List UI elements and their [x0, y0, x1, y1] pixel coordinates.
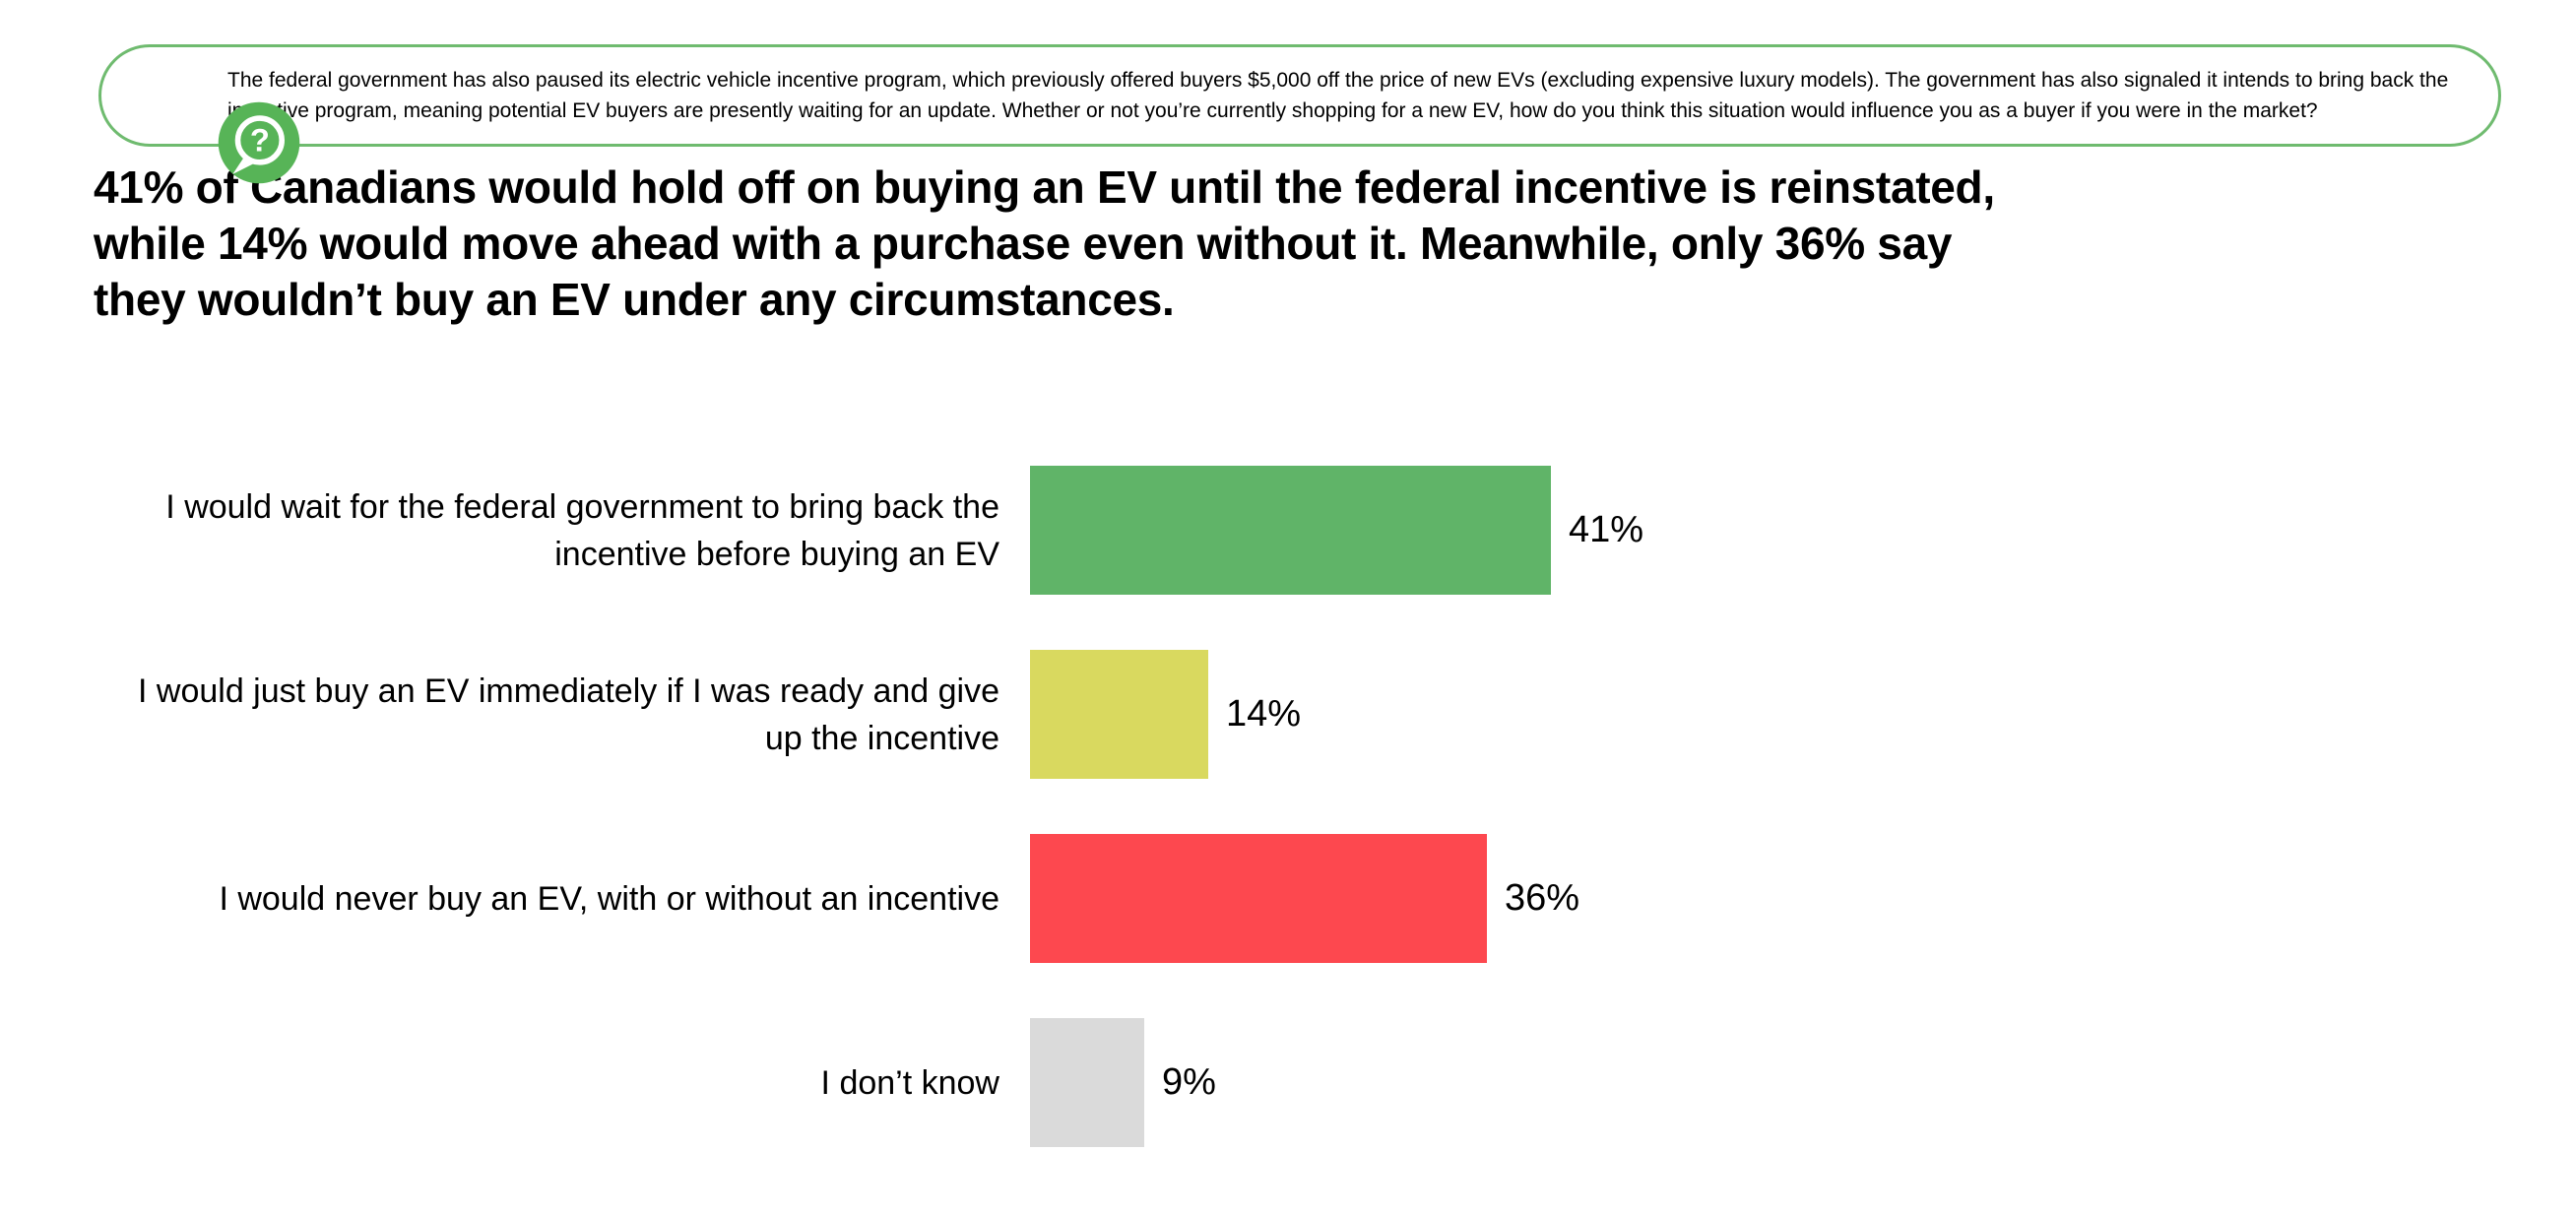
bar: [1030, 650, 1208, 779]
bar-value-label: 36%: [1505, 877, 1580, 919]
question-bubble-icon: ?: [218, 101, 300, 184]
bar: [1030, 834, 1487, 963]
question-box: ? The federal government has also paused…: [98, 44, 2501, 184]
bar-value-label: 41%: [1569, 509, 1644, 550]
svg-text:?: ?: [250, 122, 270, 159]
page-title: 41% of Canadians would hold off on buyin…: [94, 161, 1995, 325]
bar-track: 41%: [1030, 466, 1643, 595]
chart-row: I would wait for the federal government …: [0, 466, 2576, 595]
bar-label: I would never buy an EV, with or without…: [219, 879, 999, 918]
bar-value-label: 14%: [1226, 693, 1302, 735]
bar-track: 9%: [1030, 1018, 1216, 1147]
icon-circle: [218, 101, 300, 184]
bar-track: 14%: [1030, 650, 1301, 779]
bar-track: 36%: [1030, 834, 1579, 963]
chart-row: I would never buy an EV, with or without…: [0, 834, 2576, 963]
bar-value-label: 9%: [1162, 1061, 1216, 1103]
bar: [1030, 1018, 1144, 1147]
question-text: The federal government has also paused i…: [227, 69, 2449, 122]
chart-row: I don’t know 9%: [0, 1018, 2576, 1147]
bar-label: I don’t know: [820, 1063, 999, 1102]
bar: [1030, 466, 1551, 595]
bar-label: I would wait for the federal government …: [165, 487, 999, 573]
chart-row: I would just buy an EV immediately if I …: [0, 650, 2576, 779]
bar-label: I would just buy an EV immediately if I …: [138, 672, 999, 757]
